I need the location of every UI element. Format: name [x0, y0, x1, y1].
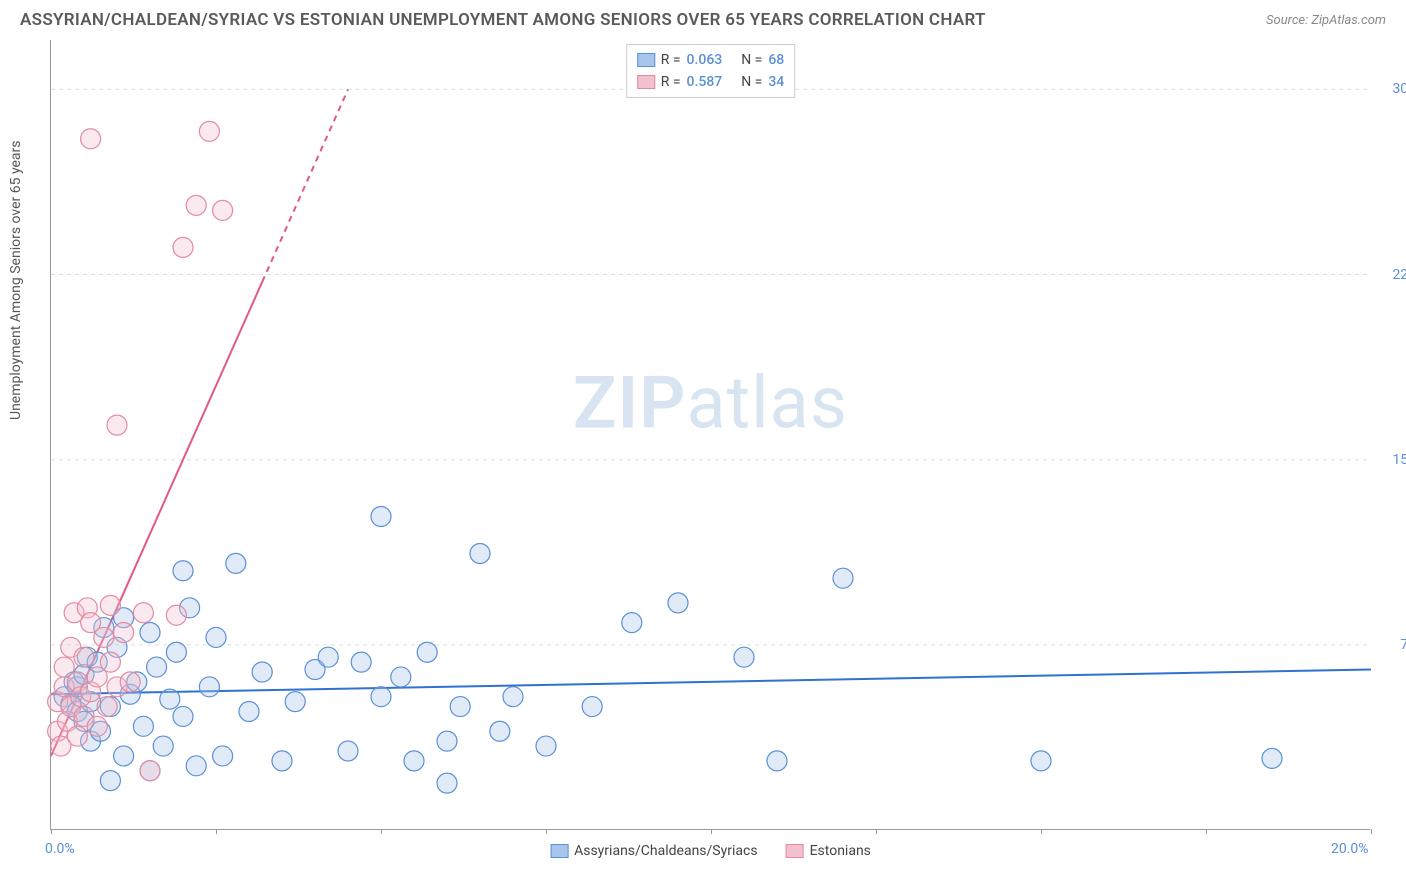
data-point [100, 771, 120, 791]
n-label-1: N = [741, 71, 762, 93]
data-point [114, 623, 134, 643]
data-point [186, 756, 206, 776]
data-point [1031, 751, 1051, 771]
legend-stats-row-0: R = 0.063 N = 68 [637, 49, 785, 71]
data-point [94, 627, 114, 647]
data-point [285, 692, 305, 712]
y-tick-label: 15.0% [1392, 452, 1406, 468]
data-point [536, 736, 556, 756]
data-point [338, 741, 358, 761]
data-point [133, 603, 153, 623]
data-point [81, 129, 101, 149]
trend-line [51, 670, 1371, 695]
swatch-bottom-1 [786, 844, 804, 858]
data-point [404, 751, 424, 771]
data-point [97, 697, 117, 717]
data-point [437, 731, 457, 751]
data-point [318, 647, 338, 667]
data-point [252, 662, 272, 682]
data-point [351, 652, 371, 672]
data-point [371, 506, 391, 526]
swatch-series-0 [637, 53, 655, 67]
data-point [226, 553, 246, 573]
data-point [160, 689, 180, 709]
data-point [199, 121, 219, 141]
data-point [173, 561, 193, 581]
data-point [470, 544, 490, 564]
data-point [166, 605, 186, 625]
data-point [622, 613, 642, 633]
n-label-0: N = [741, 49, 762, 71]
data-point [199, 677, 219, 697]
r-label-0: R = [661, 49, 681, 71]
data-point [668, 593, 688, 613]
x-tick-label: 20.0% [1331, 841, 1369, 857]
legend-item-0: Assyrians/Chaldeans/Syriacs [550, 843, 757, 859]
x-tick-label: 0.0% [45, 841, 75, 857]
y-tick-label: 7.5% [1400, 637, 1406, 653]
swatch-bottom-0 [550, 844, 568, 858]
data-point [133, 716, 153, 736]
data-point [166, 642, 186, 662]
data-point [582, 697, 602, 717]
series-label-0: Assyrians/Chaldeans/Syriacs [574, 843, 757, 859]
data-point [206, 627, 226, 647]
legend-series: Assyrians/Chaldeans/Syriacs Estonians [550, 843, 871, 859]
r-value-0: 0.063 [687, 49, 723, 71]
chart-svg [51, 40, 1370, 829]
data-point [67, 726, 87, 746]
data-point [833, 568, 853, 588]
y-tick-label: 30.0% [1392, 81, 1406, 97]
data-point [450, 697, 470, 717]
legend-stats: R = 0.063 N = 68 R = 0.587 N = 34 [626, 44, 796, 98]
r-value-1: 0.587 [687, 71, 723, 93]
data-point [120, 672, 140, 692]
data-point [503, 687, 523, 707]
y-tick-label: 22.5% [1392, 267, 1406, 283]
data-point [173, 706, 193, 726]
r-label-1: R = [661, 71, 681, 93]
data-point [153, 736, 173, 756]
data-point [107, 415, 127, 435]
source-label: Source: ZipAtlas.com [1266, 13, 1386, 28]
swatch-series-1 [637, 75, 655, 89]
data-point [417, 642, 437, 662]
data-point [213, 746, 233, 766]
legend-item-1: Estonians [786, 843, 871, 859]
chart-title: ASSYRIAN/CHALDEAN/SYRIAC VS ESTONIAN UNE… [20, 10, 986, 30]
legend-stats-row-1: R = 0.587 N = 34 [637, 71, 785, 93]
y-axis-label: Unemployment Among Seniors over 65 years [8, 141, 24, 421]
data-point [173, 237, 193, 257]
n-value-1: 34 [768, 71, 784, 93]
data-point [1262, 748, 1282, 768]
n-value-0: 68 [768, 49, 784, 71]
data-point [391, 667, 411, 687]
data-point [100, 595, 120, 615]
data-point [147, 657, 167, 677]
data-point [213, 200, 233, 220]
data-point [186, 195, 206, 215]
data-point [371, 687, 391, 707]
data-point [140, 761, 160, 781]
data-point [437, 773, 457, 793]
series-label-1: Estonians [810, 843, 871, 859]
data-point [74, 647, 94, 667]
data-point [734, 647, 754, 667]
plot-area: ZIPatlas R = 0.063 N = 68 R = 0.587 N = … [50, 40, 1370, 830]
trend-line-dashed [262, 89, 348, 282]
data-point [239, 702, 259, 722]
data-point [87, 716, 107, 736]
data-point [140, 623, 160, 643]
data-point [272, 751, 292, 771]
data-point [490, 721, 510, 741]
data-point [767, 751, 787, 771]
data-point [100, 652, 120, 672]
data-point [114, 746, 134, 766]
